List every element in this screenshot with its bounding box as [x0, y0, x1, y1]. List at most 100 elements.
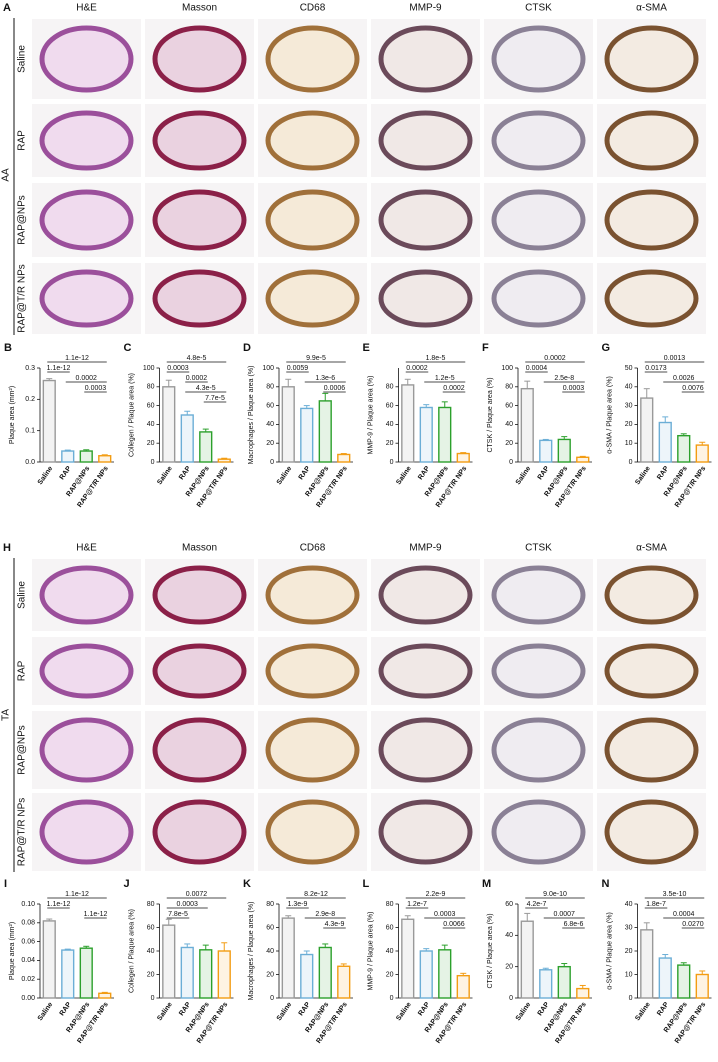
error-bar	[101, 454, 108, 456]
y-tick-label: 0.08	[21, 920, 35, 927]
bar	[217, 950, 231, 999]
tissue-section	[265, 269, 360, 328]
y-tick-label: 0.00	[21, 995, 35, 1002]
x-tick-label: RAP	[298, 1001, 312, 1017]
p-value-label: 0.0004	[526, 365, 548, 372]
y-tick-label: 100	[143, 365, 155, 372]
bar	[281, 917, 295, 999]
tissue-section	[265, 643, 360, 699]
p-value-label: 4.3e-9	[325, 921, 345, 928]
y-tick-label: 60	[147, 402, 155, 409]
p-value-label: 7.7e-5	[205, 395, 225, 402]
bar	[337, 453, 351, 463]
x-tick-label: Saline	[156, 465, 174, 486]
p-value-label: 1.3e-9	[288, 901, 308, 908]
x-tick-label: RAP	[178, 465, 192, 481]
error-bar	[561, 963, 568, 967]
bar	[79, 450, 93, 463]
tissue-section	[491, 565, 586, 625]
y-tick-label: 80	[147, 384, 155, 391]
error-bar	[46, 918, 53, 921]
p-value-label: 9.9e-5	[306, 355, 326, 362]
error-bar	[542, 967, 549, 970]
bar	[180, 414, 194, 463]
row-label: RAP	[17, 660, 28, 681]
chart-letter: L	[363, 878, 370, 890]
y-tick-label: 40	[147, 421, 155, 428]
error-bar	[64, 449, 71, 452]
tissue-section	[604, 565, 699, 625]
chart-letter: K	[243, 878, 251, 890]
chart-letter: D	[243, 342, 251, 354]
p-value-label: 0.0066	[443, 921, 465, 928]
y-tick-label: 80	[386, 901, 394, 908]
group-label: AA	[1, 168, 12, 182]
chart-letter: J	[124, 878, 130, 890]
error-bar	[322, 943, 329, 948]
column-header: CTSK	[525, 3, 552, 14]
y-tick-label: 60	[386, 924, 394, 931]
bar	[318, 400, 332, 463]
bar	[419, 950, 433, 999]
chart-letter: C	[124, 342, 132, 354]
y-tick-label: 100	[501, 365, 513, 372]
column-header: MMP-9	[409, 543, 442, 554]
y-tick-label: 0	[509, 459, 513, 466]
bar	[695, 973, 709, 999]
x-tick-label: RAP	[59, 465, 73, 481]
x-tick-label: Saline	[634, 465, 652, 486]
tissue-section	[491, 189, 586, 251]
bar	[180, 946, 194, 999]
y-axis-label: α-SMA / Plaque area (%)	[606, 376, 613, 454]
y-tick-label: 0	[270, 995, 274, 1002]
bar	[456, 452, 470, 463]
error-bar	[285, 915, 292, 919]
chart-letter: I	[4, 878, 7, 890]
bar	[401, 384, 415, 463]
tissue-section	[491, 269, 586, 328]
error-bar	[202, 944, 209, 950]
tissue-section	[491, 799, 586, 865]
panel-letter: A	[3, 2, 11, 14]
error-bar	[184, 410, 191, 415]
p-value-label: 0.0003	[85, 385, 107, 392]
chart-letter: N	[602, 878, 610, 890]
bar	[318, 946, 332, 999]
y-axis-label: MMP-9 / Plaque area (%)	[367, 912, 374, 991]
p-value-label: 2.2e-9	[426, 891, 446, 898]
y-tick-label: 50	[625, 365, 633, 372]
tissue-section	[39, 269, 134, 328]
y-tick-label: 40	[386, 948, 394, 955]
bar	[98, 992, 112, 999]
error-bar	[423, 948, 430, 951]
error-bar	[303, 950, 310, 955]
column-header: Masson	[182, 543, 217, 554]
p-value-label: 0.0002	[443, 385, 465, 392]
tissue-section	[265, 189, 360, 251]
bar	[42, 379, 56, 463]
bar	[520, 387, 534, 463]
error-bar	[579, 984, 586, 989]
y-tick-label: 0	[629, 459, 633, 466]
bar	[300, 953, 314, 999]
tissue-section	[265, 110, 360, 171]
p-value-label: 7.8e-5	[168, 911, 188, 918]
column-header: Masson	[182, 3, 217, 14]
x-tick-label: RAP	[656, 465, 670, 481]
bar	[539, 969, 553, 999]
p-value-label: 0.0006	[324, 385, 346, 392]
tissue-section	[39, 565, 134, 625]
tissue-section	[378, 643, 473, 699]
bar	[557, 965, 571, 999]
error-bar	[460, 452, 467, 454]
y-tick-label: 20	[266, 440, 274, 447]
x-tick-label: Saline	[515, 1001, 533, 1022]
y-tick-label: 20	[386, 440, 394, 447]
error-bar	[441, 944, 448, 950]
y-tick-label: 0	[390, 459, 394, 466]
tissue-section	[152, 643, 247, 699]
error-bar	[441, 401, 448, 408]
bar	[438, 406, 452, 463]
y-tick-label: 60	[147, 924, 155, 931]
p-value-label: 8.2e-12	[304, 891, 328, 898]
